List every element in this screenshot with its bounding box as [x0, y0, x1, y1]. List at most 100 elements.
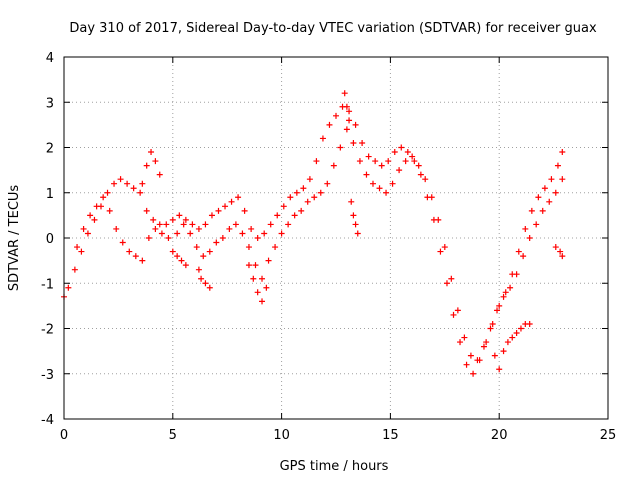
x-tick-label: 25 [600, 428, 617, 443]
data-point-branches [557, 248, 564, 255]
data-point-secondary [546, 198, 553, 205]
y-tick-label: -1 [41, 277, 54, 292]
data-point-branches [496, 366, 503, 373]
data-point-main [535, 194, 542, 201]
data-point-secondary [526, 235, 533, 241]
data-point-secondary [158, 230, 165, 237]
data-point-secondary [369, 180, 376, 187]
data-point-secondary [494, 307, 501, 314]
data-point-branches [202, 280, 209, 287]
data-point-main [378, 162, 385, 169]
data-point-main [326, 121, 333, 128]
data-point-secondary [507, 284, 514, 291]
data-point-secondary [285, 221, 292, 228]
data-point-main [463, 361, 470, 368]
data-point-main [156, 221, 163, 228]
data-point-branches [152, 158, 159, 165]
data-point-main [352, 121, 359, 128]
data-point-main [411, 158, 418, 165]
data-point-main [189, 221, 196, 228]
data-point-secondary [324, 180, 331, 187]
data-point-main [559, 149, 566, 156]
data-point-secondary [559, 176, 566, 183]
data-point-secondary [409, 153, 416, 160]
data-point-main [372, 158, 379, 165]
y-tick-label: -4 [41, 413, 54, 428]
data-point-main [385, 158, 392, 165]
data-point-main [222, 203, 229, 210]
data-point-secondary [317, 189, 324, 196]
data-point-main [228, 198, 235, 205]
data-point-main [300, 185, 307, 192]
data-point-secondary [278, 230, 285, 237]
data-point-main [195, 225, 202, 232]
data-point-branches [552, 244, 559, 251]
data-point-secondary [520, 253, 527, 260]
data-point-main [398, 144, 405, 151]
data-point-branches [341, 90, 348, 97]
data-point-secondary [74, 244, 81, 251]
y-tick-label: 4 [46, 51, 54, 66]
data-point-main [554, 162, 561, 169]
data-point-main [404, 149, 411, 156]
data-point-main [117, 176, 124, 183]
y-tick-label: -2 [41, 323, 54, 338]
data-point-secondary [132, 253, 139, 260]
data-point-main [137, 189, 144, 196]
data-point-branches [198, 275, 205, 282]
y-tick-label: 3 [46, 96, 54, 111]
data-point-branches [254, 289, 261, 296]
data-point-main [306, 176, 313, 183]
data-point-branches [526, 320, 533, 327]
data-point-secondary [113, 225, 120, 232]
data-point-main [71, 266, 78, 273]
data-point-branches [350, 212, 357, 219]
data-point-main [235, 194, 242, 201]
data-point-secondary [245, 244, 252, 251]
data-point-main [319, 135, 326, 142]
data-point-branches [346, 117, 353, 124]
data-point-secondary [428, 194, 435, 201]
data-point-main [483, 339, 490, 346]
data-point-branches [517, 325, 524, 332]
data-point-secondary [337, 144, 344, 151]
data-point-secondary [311, 194, 318, 201]
data-point-main [365, 153, 372, 160]
data-point-secondary [396, 167, 403, 174]
data-point-main [522, 225, 529, 232]
data-point-secondary [80, 225, 87, 232]
data-point-branches [504, 339, 511, 346]
y-tick-label: -3 [41, 368, 54, 383]
data-point-secondary [232, 221, 239, 228]
data-point-main [528, 207, 535, 214]
data-point-main [457, 339, 464, 346]
data-point-secondary [448, 275, 455, 282]
data-point-main [169, 216, 176, 223]
data-point-secondary [330, 162, 337, 169]
data-point-main [443, 280, 450, 287]
x-tick-label: 20 [491, 428, 508, 443]
data-point-main [176, 212, 183, 219]
data-point-main [163, 221, 170, 228]
data-point-main [541, 185, 548, 192]
data-point-main [91, 216, 98, 223]
data-point-branches [348, 198, 355, 205]
data-point-secondary [500, 293, 507, 300]
data-point-branches [143, 162, 150, 169]
data-point-secondary [252, 262, 259, 269]
axis-ticks: 0 5 10 15 20 25 -4 -3 -2 -1 0 1 2 3 4 [41, 51, 616, 443]
data-point-branches [245, 262, 252, 269]
data-point-main [450, 311, 457, 318]
x-tick-label: 10 [273, 428, 290, 443]
data-point-main [313, 158, 320, 165]
data-point-main [78, 248, 85, 255]
data-point-secondary [350, 139, 357, 146]
data-point-main [248, 225, 255, 232]
data-point-main [293, 189, 300, 196]
data-point-branches [352, 221, 359, 228]
data-point-secondary [513, 271, 520, 278]
data-point-secondary [552, 189, 559, 196]
data-point-secondary [343, 126, 350, 133]
